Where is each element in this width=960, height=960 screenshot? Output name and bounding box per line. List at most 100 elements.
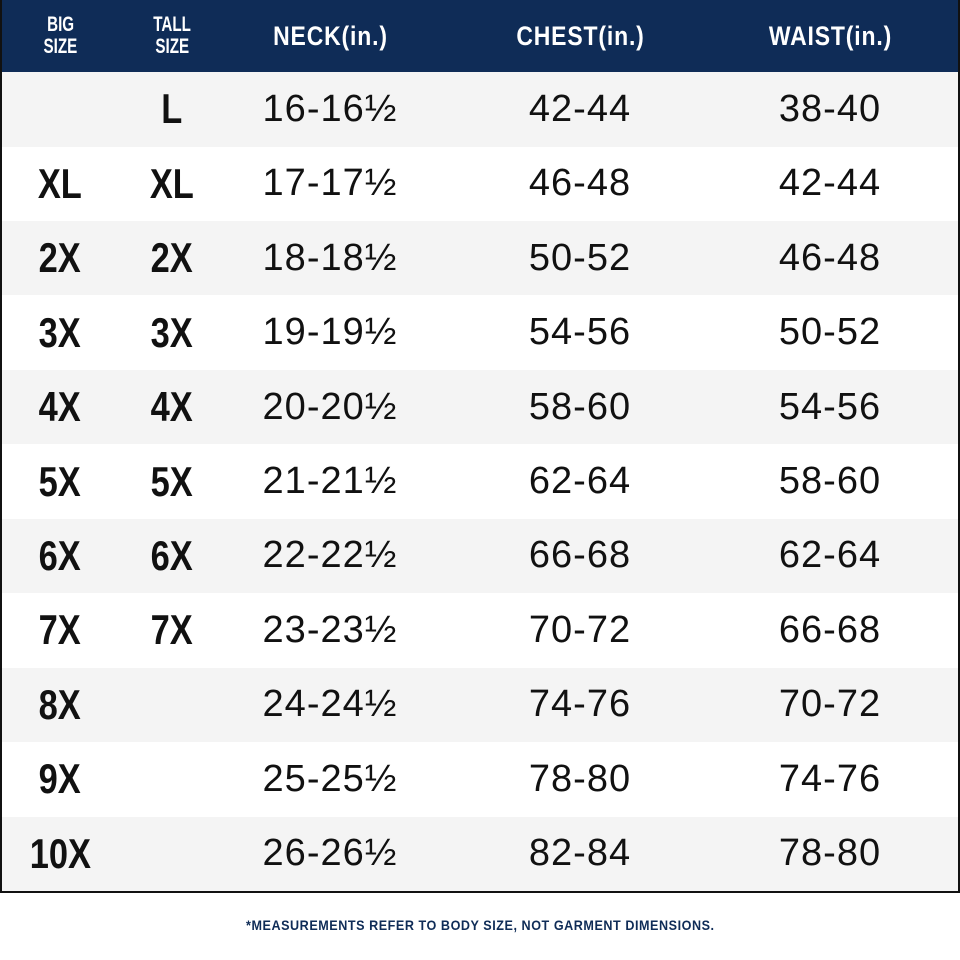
cell-big-text: XL [37,159,82,207]
cell-neck: 16-16½ [230,72,430,147]
cell-big-text: 5X [38,457,82,505]
cell-neck: 20-20½ [230,370,430,445]
cell-waist-text: 38-40 [778,87,882,130]
cell-tall: 4X [122,370,222,445]
cell-big [10,72,110,147]
cell-tall-text: 4X [150,383,194,431]
cell-big-text: 9X [38,755,82,803]
cell-tall: XL [122,146,222,221]
cell-waist-text: 78-80 [778,832,882,875]
table-row: 2X 2X 18-18½ 50-52 46-48 [2,220,958,296]
cell-big: 7X [10,593,110,668]
cell-waist-text: 54-56 [778,385,882,428]
cell-neck-text: 24-24½ [262,683,398,726]
cell-neck: 23-23½ [230,593,430,668]
cell-big: 4X [10,370,110,445]
cell-chest-text: 70-72 [528,608,632,651]
cell-tall [122,817,222,892]
cell-tall: L [122,72,222,147]
cell-chest-text: 78-80 [528,757,632,800]
cell-neck-text: 18-18½ [262,236,398,279]
cell-neck-text: 20-20½ [262,385,398,428]
cell-chest: 70-72 [480,593,680,668]
cell-big: 8X [10,668,110,743]
cell-chest-text: 42-44 [528,87,632,130]
cell-neck: 19-19½ [230,295,430,370]
cell-big-text: 3X [38,308,82,356]
cell-waist: 66-68 [730,593,930,668]
cell-neck-text: 19-19½ [262,311,398,354]
cell-waist: 74-76 [730,742,930,817]
cell-big: 2X [10,221,110,296]
cell-chest-text: 74-76 [528,683,632,726]
cell-chest-text: 46-48 [528,162,632,205]
cell-big: 9X [10,742,110,817]
cell-waist-text: 74-76 [778,757,882,800]
cell-neck: 21-21½ [230,444,430,519]
table-row: XL XL 17-17½ 46-48 42-44 [2,146,958,221]
cell-big: 3X [10,295,110,370]
cell-chest: 58-60 [480,370,680,445]
table-row: 9X 25-25½ 78-80 74-76 [2,742,958,817]
cell-waist-text: 58-60 [778,460,882,503]
header-tall-line2: SIZE [155,35,189,58]
cell-chest-text: 58-60 [528,385,632,428]
cell-waist-text: 70-72 [778,683,882,726]
cell-chest: 54-56 [480,295,680,370]
cell-big-text: 8X [38,680,82,728]
cell-big-text: 7X [38,606,82,654]
cell-tall-text: 3X [150,308,194,356]
cell-tall: 6X [122,519,222,594]
cell-chest: 74-76 [480,668,680,743]
cell-waist: 42-44 [730,146,930,221]
cell-waist-text: 50-52 [778,311,882,354]
cell-waist-text: 66-68 [778,608,882,651]
header-big-size: BIG SIZE [10,0,110,72]
table-row: 7X 7X 23-23½ 70-72 66-68 [2,593,958,668]
cell-waist: 46-48 [730,221,930,296]
cell-neck-text: 25-25½ [262,757,398,800]
header-chest-text: CHEST(in.) [515,20,645,51]
cell-tall-text: XL [149,159,194,207]
cell-neck-text: 23-23½ [262,608,398,651]
cell-waist: 50-52 [730,295,930,370]
header-tall-size: TALL SIZE [122,0,222,72]
footnote: *MEASUREMENTS REFER TO BODY SIZE, NOT GA… [0,917,960,933]
cell-tall: 2X [122,221,222,296]
cell-chest-text: 62-64 [528,460,632,503]
header-neck-text: NECK(in.) [272,20,388,51]
cell-waist-text: 42-44 [778,162,882,205]
cell-tall [122,742,222,817]
cell-neck-text: 21-21½ [262,460,398,503]
cell-waist-text: 62-64 [778,534,882,577]
cell-big: 10X [10,817,110,892]
header-chest: CHEST(in.) [480,0,680,72]
table-row: 8X 24-24½ 74-76 70-72 [2,667,958,743]
table-row: L 16-16½ 42-44 38-40 [2,72,958,147]
cell-tall: 5X [122,444,222,519]
cell-big: 5X [10,444,110,519]
cell-neck: 22-22½ [230,519,430,594]
cell-neck-text: 17-17½ [262,162,398,205]
cell-big-text: 6X [38,531,82,579]
cell-chest: 46-48 [480,146,680,221]
header-tall-line1: TALL [153,13,191,36]
cell-neck-text: 26-26½ [262,832,398,875]
cell-neck: 17-17½ [230,146,430,221]
header-big-line2: SIZE [43,35,77,58]
cell-tall: 3X [122,295,222,370]
cell-big-text: 4X [38,383,82,431]
cell-waist: 58-60 [730,444,930,519]
cell-tall-text: L [161,85,183,133]
cell-chest: 66-68 [480,519,680,594]
cell-chest-text: 50-52 [528,236,632,279]
cell-big-text: 2X [38,234,82,282]
table-row: 6X 6X 22-22½ 66-68 62-64 [2,518,958,594]
cell-tall [122,668,222,743]
header-neck: NECK(in.) [230,0,430,72]
footnote-text: *MEASUREMENTS REFER TO BODY SIZE, NOT GA… [245,917,715,933]
header-big-line1: BIG [46,13,74,36]
cell-waist-text: 46-48 [778,236,882,279]
cell-neck-text: 16-16½ [262,87,398,130]
cell-tall-text: 5X [150,457,194,505]
